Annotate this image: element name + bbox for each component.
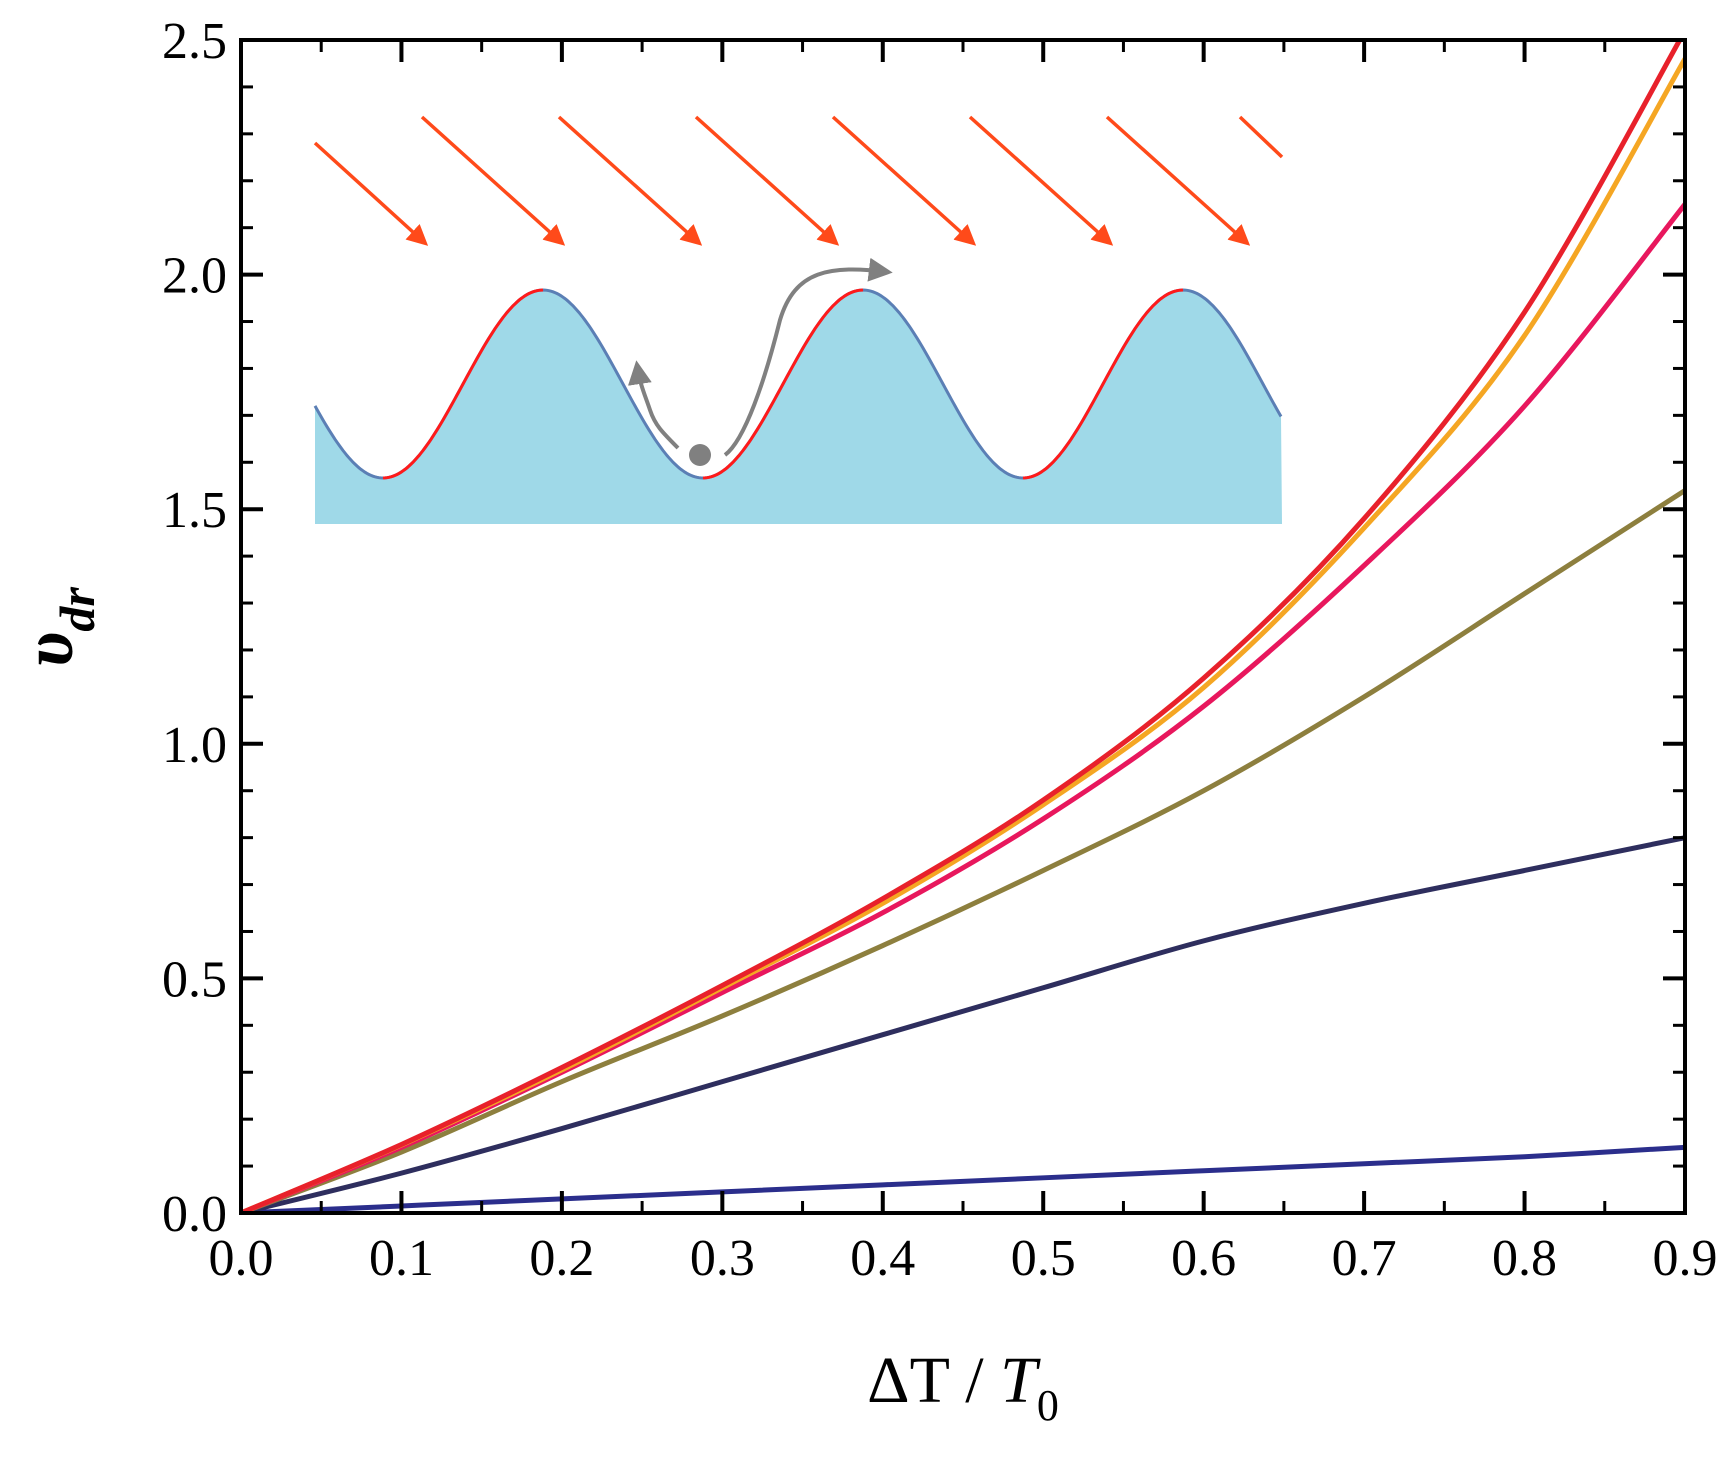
y-axis-title-main: υ (8, 632, 88, 667)
inset-incident-arrows (313, 115, 1284, 246)
y-tick-label: 2.5 (162, 13, 227, 70)
inset-arrow (1105, 115, 1251, 246)
inset-potential-highlight (382, 288, 1184, 480)
x-tick-label: 0.3 (690, 1230, 755, 1287)
y-tick-label: 1.0 (162, 717, 227, 774)
y-tick-label: 2.0 (162, 248, 227, 305)
x-axis-title-separator: / (949, 1344, 1000, 1417)
y-tick-label: 0.0 (162, 1186, 227, 1243)
y-axis-title-subscript: dr (49, 587, 105, 632)
series-line-4 (241, 201, 1685, 1213)
x-tick-label: 0.7 (1332, 1230, 1397, 1287)
x-tick-label: 0.1 (369, 1230, 434, 1287)
x-axis-title-prefix: ΔT (867, 1344, 949, 1417)
series-line-2 (241, 835, 1685, 1213)
x-tick-label: 0.4 (850, 1230, 915, 1287)
x-axis-title: ΔT / T0 (867, 1344, 1059, 1430)
x-tick-label: 0.8 (1492, 1230, 1557, 1287)
plot-frame (239, 38, 1687, 1215)
inset-arrow (694, 115, 840, 246)
inset-illustration (313, 115, 1284, 524)
inset-arrow (420, 115, 566, 246)
y-axis-title: υdr (8, 587, 105, 667)
y-tick-label: 0.5 (162, 951, 227, 1008)
x-axis-title-main: T (1000, 1344, 1041, 1417)
y-tick-label: 1.5 (162, 482, 227, 539)
inset-particle (689, 444, 711, 466)
inset-arrow-partial (1238, 115, 1284, 159)
x-tick-label: 0.5 (1011, 1230, 1076, 1287)
inset-potential-fill (315, 290, 1282, 524)
inset-highlight-segment (382, 288, 544, 480)
inset-particle-backward-arrow (627, 360, 680, 450)
x-tick-label: 0.0 (209, 1230, 274, 1287)
inset-arrow (831, 115, 977, 246)
x-tick-label: 0.2 (529, 1230, 594, 1287)
inset-arrow (968, 115, 1114, 246)
series-line-6 (241, 40, 1683, 1213)
inset-arrow (313, 141, 429, 246)
x-tick-label: 0.9 (1653, 1230, 1718, 1287)
x-tick-label: 0.6 (1171, 1230, 1236, 1287)
inset-highlight-segment (702, 288, 864, 480)
series-layer (241, 40, 1685, 1213)
series-line-3 (241, 487, 1685, 1213)
inset-arrow (557, 115, 703, 246)
x-axis-ticks: 0.0 0.1 0.2 0.3 0.4 0.5 0.6 0.7 0.8 0.9 (209, 40, 1718, 1287)
y-axis-ticks: 0.0 0.5 1.0 1.5 2.0 2.5 (162, 13, 1685, 1243)
inset-particle-forward-arrow (723, 257, 893, 457)
inset-highlight-segment (1022, 288, 1184, 480)
x-axis-title-subscript: 0 (1037, 1381, 1059, 1430)
